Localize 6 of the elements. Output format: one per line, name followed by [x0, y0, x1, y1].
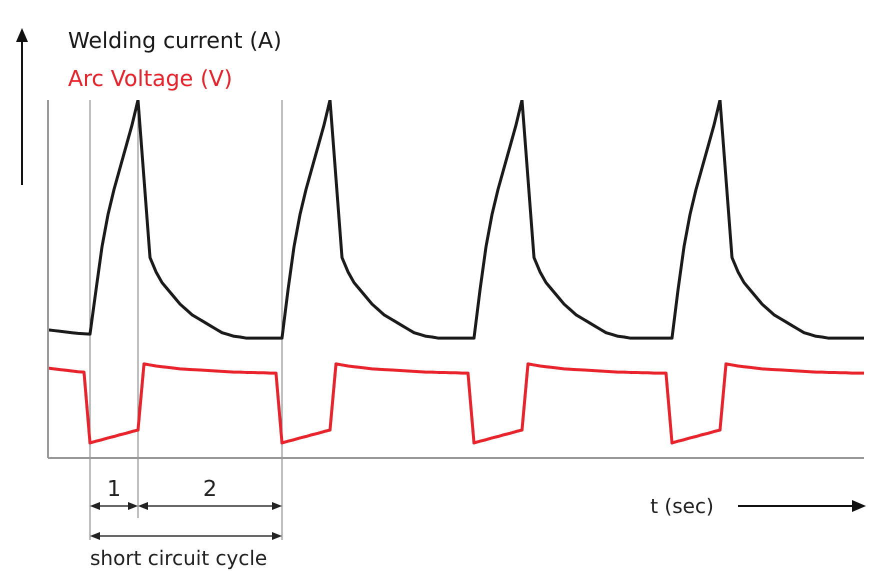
text: 1: [107, 477, 121, 502]
x-axis-title: t (sec): [650, 494, 714, 518]
legend-label: Welding current (A): [68, 29, 282, 54]
text: Arc Voltage (V): [68, 67, 232, 92]
text: short circuit cycle: [90, 546, 268, 570]
text: 2: [203, 477, 217, 502]
